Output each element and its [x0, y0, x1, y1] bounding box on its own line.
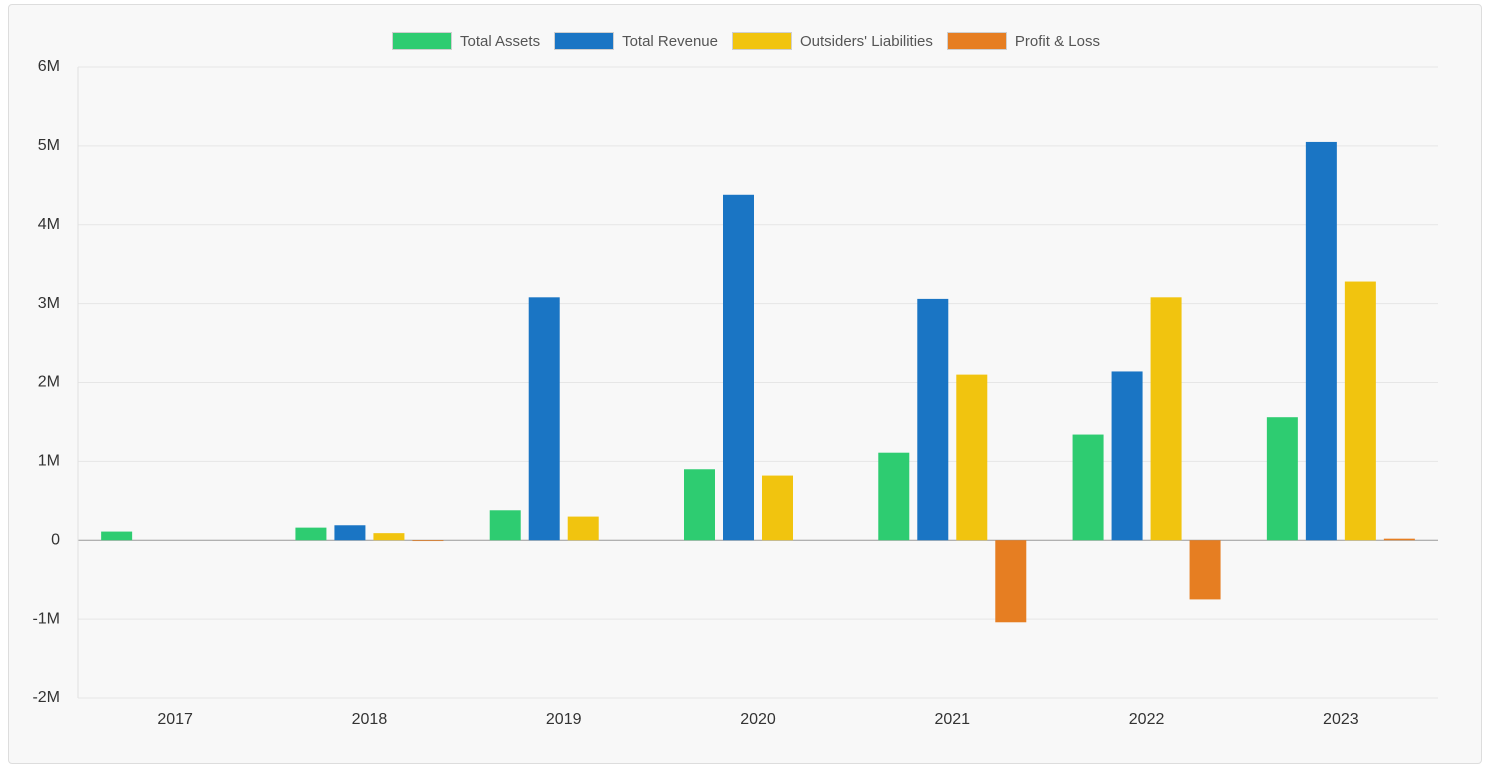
x-tick-label: 2018 [352, 711, 388, 728]
bar [101, 531, 133, 541]
bar [1383, 538, 1415, 541]
bar [878, 452, 910, 541]
legend-item[interactable]: Outsiders' Liabilities [731, 32, 933, 50]
legend-item[interactable]: Total Assets [392, 32, 540, 50]
bar [1189, 540, 1221, 600]
legend-item[interactable]: Total Revenue [554, 32, 718, 50]
legend-swatch [554, 32, 615, 50]
legend-label: Total Assets [460, 32, 541, 50]
bar [334, 525, 366, 541]
legend-swatch [392, 32, 453, 50]
legend-swatch [731, 32, 792, 50]
x-tick-label: 2017 [157, 711, 193, 728]
bar [723, 194, 754, 541]
y-tick-label: -2M [32, 689, 60, 706]
bar [528, 297, 560, 541]
y-tick-label: 3M [38, 295, 60, 312]
bar [567, 516, 599, 541]
legend-label: Profit & Loss [1014, 32, 1100, 50]
y-tick-label: 2M [38, 374, 60, 391]
bar [917, 298, 949, 541]
y-tick-label: 0 [51, 531, 60, 548]
bar [684, 469, 715, 541]
x-tick-label: 2019 [546, 711, 582, 728]
bar [956, 374, 988, 541]
legend: Total Assets Total Revenue Outsiders' Liab… [0, 32, 1492, 50]
y-tick-label: 5M [38, 137, 60, 154]
legend-item[interactable]: Profit & Loss [946, 32, 1100, 50]
bar [1266, 417, 1298, 541]
x-tick-label: 2022 [1129, 711, 1165, 728]
x-tick-label: 2020 [740, 711, 776, 728]
bar [1072, 434, 1104, 541]
bar [373, 533, 405, 541]
y-tick-label: -1M [32, 610, 60, 627]
bar [995, 540, 1027, 623]
bar [1111, 371, 1143, 541]
bar [762, 475, 793, 541]
y-tick-label: 1M [38, 453, 60, 470]
legend-swatch [946, 32, 1007, 50]
bar [1305, 141, 1337, 541]
bar [1150, 297, 1182, 541]
bar [295, 527, 327, 541]
x-tick-label: 2023 [1323, 711, 1359, 728]
y-tick-label: 4M [38, 216, 60, 233]
bar [412, 540, 444, 542]
bar [489, 510, 521, 541]
x-tick-label: 2021 [934, 711, 970, 728]
legend-label: Outsiders' Liabilities [799, 32, 933, 50]
y-tick-label: 6M [38, 58, 60, 75]
bar [1344, 281, 1376, 541]
legend-label: Total Revenue [622, 32, 718, 50]
